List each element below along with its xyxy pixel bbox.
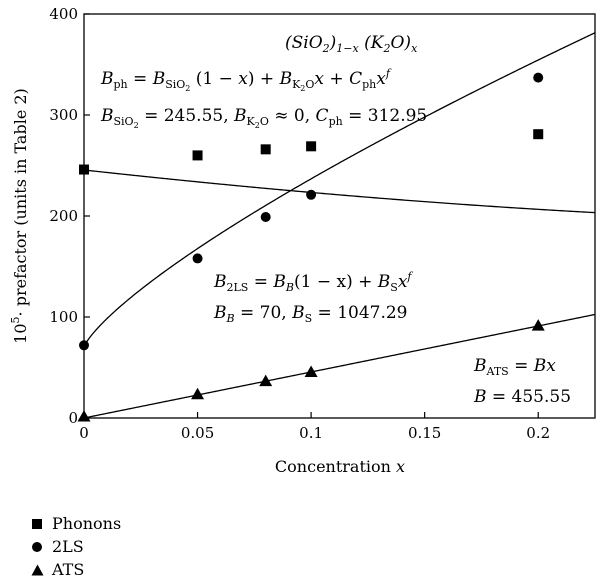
ats-point	[259, 374, 273, 387]
ats-fit-curve	[83, 313, 596, 419]
phonons-point	[260, 144, 271, 155]
x-tick-label: 0.2	[526, 424, 550, 442]
x-tick-label: 0.1	[299, 424, 323, 442]
phonons-point	[306, 141, 317, 152]
plot-area: 0 0.05 0.1 0.15 0.2 0 100 200 300 400	[49, 5, 596, 442]
x-axis-title: Concentration x	[275, 457, 405, 476]
annotation-phonon-formula: Bph = BSiO2 (1 − x) + BK2Ox + Cphxf	[100, 67, 392, 93]
axis-ticks: 0 0.05 0.1 0.15 0.2 0 100 200 300 400	[49, 5, 550, 442]
y-tick-label: 400	[49, 5, 78, 23]
2ls-point	[79, 340, 89, 351]
2ls-point	[533, 72, 544, 83]
annotation-2ls-params: BB = 70, BS = 1047.29	[213, 303, 408, 325]
legend-label: ATS	[52, 560, 85, 579]
ats-point	[531, 319, 545, 331]
y-tick-label: 200	[49, 207, 78, 225]
legend-item-2ls: 2LS	[28, 535, 121, 558]
data-points	[77, 72, 545, 422]
annotation-ats-formula: BATS = Bx	[473, 356, 556, 378]
legend-label: Phonons	[52, 514, 122, 533]
phonons-point	[192, 150, 203, 161]
fit-curves	[83, 32, 596, 419]
2ls-point	[306, 189, 317, 200]
legend-item-phonons: Phonons	[28, 512, 121, 535]
legend: Phonons 2LS ATS	[28, 512, 121, 581]
ats-point	[191, 387, 205, 400]
y-axis-title: 105· prefactor (units in Table 2)	[9, 88, 30, 344]
circle-marker-icon	[28, 541, 46, 553]
x-tick-label: 0.05	[181, 424, 214, 442]
ats-point	[304, 365, 318, 378]
phonons-point	[533, 129, 544, 140]
y-tick-label: 300	[49, 106, 78, 124]
phonon-fit-curve	[83, 169, 596, 214]
legend-item-ats: ATS	[28, 558, 121, 581]
y-tick-label: 0	[68, 409, 78, 427]
triangle-marker-icon	[28, 564, 46, 576]
phonons-point	[79, 164, 89, 175]
legend-label: 2LS	[52, 537, 84, 556]
annotation-ats-params: B = 455.55	[473, 387, 571, 407]
annotation-2ls-formula: B2LS = BB(1 − x) + BSxf	[213, 270, 413, 294]
2ls-point	[260, 212, 271, 223]
square-marker-icon	[28, 518, 46, 530]
annotation-composition: (SiO2)1−x (K2O)x	[285, 33, 418, 55]
y-tick-label: 100	[49, 308, 78, 326]
x-tick-label: 0	[79, 424, 89, 442]
x-tick-label: 0.15	[408, 424, 441, 442]
2ls-fit-curve	[83, 32, 596, 348]
2ls-point	[192, 253, 203, 264]
annotation-phonon-params: BSiO2 = 245.55, BK2O ≈ 0, Cph = 312.95	[100, 106, 427, 130]
